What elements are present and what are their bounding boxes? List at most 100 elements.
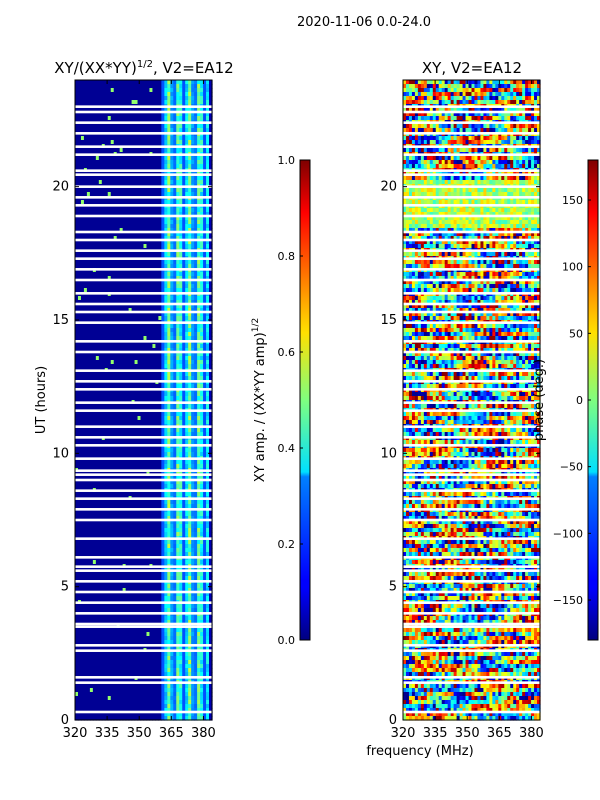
heatmap-cell — [152, 284, 157, 289]
heatmap-cell — [209, 480, 213, 485]
heatmap-cell — [137, 116, 142, 121]
heatmap-cell — [107, 376, 112, 381]
heatmap-cell — [80, 116, 85, 121]
heatmap-cell — [116, 244, 121, 249]
heatmap-cell — [89, 360, 94, 365]
heatmap-cell — [98, 96, 103, 101]
heatmap-cell — [158, 164, 162, 169]
heatmap-cell — [128, 312, 133, 317]
heatmap-cell — [89, 324, 94, 329]
heatmap-cell — [83, 328, 88, 333]
heatmap-cell — [209, 200, 213, 205]
heatmap-cell — [203, 300, 207, 305]
heatmap-cell — [209, 348, 213, 353]
heatmap-cell — [128, 504, 133, 509]
heatmap-cell — [116, 272, 121, 277]
heatmap-cell — [86, 492, 91, 497]
heatmap-cell — [122, 296, 127, 301]
heatmap-cell — [143, 264, 148, 269]
heatmap-cell — [122, 420, 127, 425]
heatmap-cell — [125, 452, 130, 457]
heatmap-cell — [206, 416, 210, 421]
heatmap-cell — [110, 296, 115, 301]
heatmap-cell — [206, 492, 210, 497]
heatmap-cell — [86, 272, 91, 277]
heatmap-cell — [182, 392, 186, 397]
heatmap-cell — [152, 92, 157, 97]
heatmap-cell — [140, 124, 145, 129]
heatmap-cell — [206, 244, 210, 249]
heatmap-cell — [83, 264, 88, 269]
heatmap-cell — [92, 264, 97, 269]
heatmap-cell — [155, 296, 159, 301]
heatmap-cell — [203, 396, 207, 401]
heatmap-cell — [104, 260, 109, 265]
heatmap-cell — [158, 476, 162, 481]
heatmap-cell — [137, 240, 142, 245]
heatmap-cell — [170, 316, 174, 321]
heatmap-cell — [89, 128, 94, 133]
heatmap-cell — [167, 404, 171, 409]
heatmap-cell — [125, 420, 130, 425]
heatmap-cell — [92, 296, 97, 301]
heatmap-cell — [122, 236, 127, 241]
heatmap-cell — [155, 88, 159, 93]
heatmap-cell — [131, 216, 136, 221]
heatmap-cell — [146, 428, 151, 433]
heatmap-cell — [167, 124, 171, 129]
heatmap-cell — [155, 188, 159, 193]
heatmap-cell — [113, 476, 118, 481]
heatmap-cell — [125, 364, 130, 369]
heatmap-cell — [128, 192, 133, 197]
heatmap-cell — [140, 108, 145, 113]
heatmap-cell — [209, 84, 213, 89]
heatmap-cell — [167, 236, 171, 241]
heatmap-cell — [110, 372, 115, 377]
heatmap-cell — [209, 264, 213, 269]
heatmap-cell — [128, 392, 133, 397]
heatmap-cell — [197, 412, 201, 417]
heatmap-cell — [140, 212, 145, 217]
heatmap-cell — [161, 236, 165, 241]
heatmap-cell — [161, 296, 165, 301]
heatmap-cell — [86, 80, 91, 85]
heatmap-cell — [95, 108, 100, 113]
heatmap-cell — [173, 228, 177, 233]
heatmap-cell — [140, 280, 145, 285]
heatmap-cell — [89, 92, 94, 97]
heatmap-cell — [167, 504, 171, 509]
heatmap-cell — [194, 208, 198, 213]
heatmap-cell — [86, 216, 91, 221]
heatmap-cell — [170, 180, 174, 185]
heatmap-cell — [194, 480, 198, 485]
heatmap-cell — [200, 116, 204, 121]
heatmap-cell — [128, 360, 133, 365]
heatmap-cell — [197, 344, 201, 349]
heatmap-cell — [185, 464, 189, 469]
heatmap-cell — [86, 440, 91, 445]
heatmap-cell — [176, 312, 180, 317]
heatmap-cell — [149, 432, 154, 437]
heatmap-cell — [125, 92, 130, 97]
heatmap-cell — [164, 148, 168, 153]
heatmap-cell — [116, 276, 121, 281]
heatmap-cell — [104, 148, 109, 153]
heatmap-cell — [113, 228, 118, 233]
heatmap-cell — [83, 396, 88, 401]
heatmap-cell — [75, 164, 79, 169]
heatmap-cell — [98, 188, 103, 193]
heatmap-cell — [116, 312, 121, 317]
heatmap-cell — [107, 100, 112, 105]
heatmap-cell — [137, 452, 142, 457]
heatmap-cell — [173, 328, 177, 333]
heatmap-cell — [155, 156, 159, 161]
heatmap-cell — [203, 276, 207, 281]
heatmap-cell — [119, 212, 124, 217]
heatmap-cell — [203, 280, 207, 285]
heatmap-cell — [110, 124, 115, 129]
heatmap-cell — [170, 500, 174, 505]
heatmap-cell — [122, 312, 127, 317]
heatmap-cell — [119, 232, 124, 237]
heatmap-cell — [107, 124, 112, 129]
heatmap-cell — [113, 260, 118, 265]
